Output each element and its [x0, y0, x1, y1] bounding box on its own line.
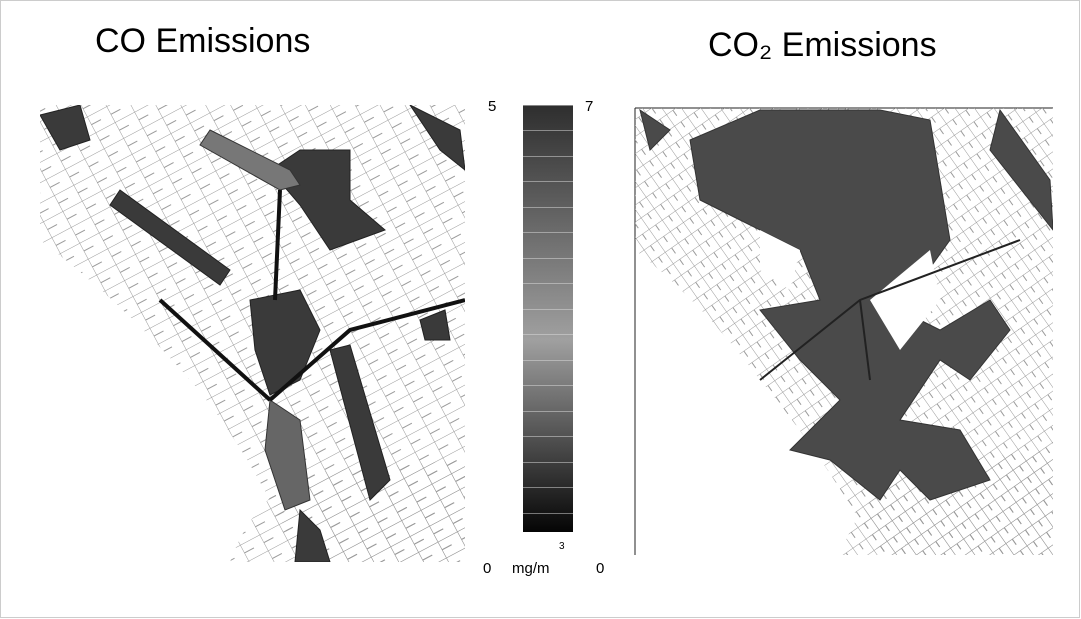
colorbar-bands — [523, 105, 573, 532]
colorbar-unit-superscript: 3 — [559, 541, 565, 552]
colorbar-label: 7 — [585, 98, 593, 115]
colorbar-label: 0 — [483, 560, 491, 577]
panel-title: CO Emissions — [95, 22, 310, 60]
colorbar-unit: mg/m — [512, 560, 550, 577]
panel-title: CO₂ Emissions — [708, 26, 937, 64]
colorbar-label: 0 — [596, 560, 604, 577]
co-map — [40, 105, 465, 562]
colorbar-label: 5 — [488, 98, 496, 115]
co2-map — [635, 108, 1053, 555]
